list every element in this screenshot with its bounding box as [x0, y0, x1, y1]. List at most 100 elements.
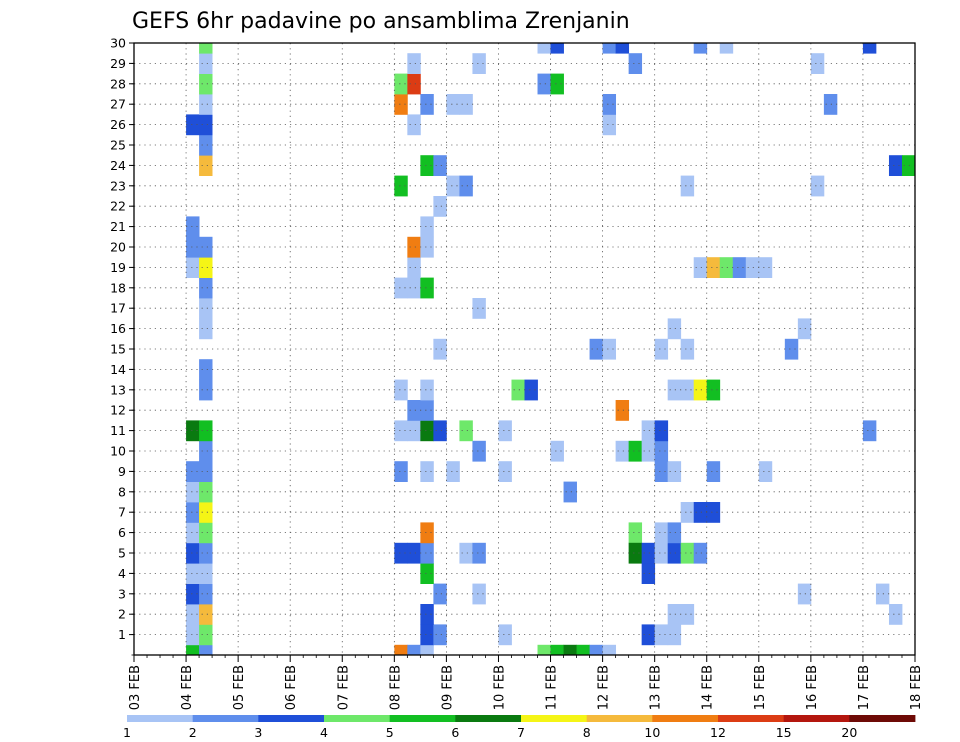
- heatmap-cell: [667, 542, 682, 564]
- heatmap-cell: [680, 502, 695, 523]
- heatmap-cell: [667, 318, 682, 340]
- heatmap-cell: [420, 522, 434, 544]
- heatmap-cell: [693, 43, 708, 54]
- x-tick-label: 05 FEB: [232, 665, 247, 710]
- heatmap-cell: [615, 43, 630, 54]
- legend-swatch: [324, 715, 391, 722]
- heatmap-cell: [420, 216, 434, 238]
- heatmap-cell: [433, 420, 447, 442]
- heatmap-cell: [394, 461, 408, 482]
- heatmap-cell: [641, 420, 656, 442]
- heatmap-cell: [407, 542, 421, 564]
- heatmap-cell: [407, 114, 421, 136]
- heatmap-cell: [537, 43, 551, 54]
- heatmap-cell: [420, 542, 434, 564]
- legend-label: 7: [517, 725, 525, 740]
- y-tick-label: 10: [110, 444, 126, 459]
- heatmap-cell: [199, 359, 213, 380]
- legend-label: 10: [644, 725, 660, 740]
- legend-swatch: [389, 715, 456, 722]
- heatmap-cell: [654, 522, 669, 544]
- x-tick-label: 16 FEB: [805, 665, 820, 710]
- heatmap-cell: [407, 644, 421, 656]
- heatmap-cell: [407, 73, 421, 95]
- color-legend: 1 2 3 4 5 6 7 8 10 12 15 20: [123, 715, 916, 740]
- y-axis: 1234567891011121314151617181920212223242…: [110, 36, 134, 656]
- heatmap-cell: [407, 400, 421, 421]
- heatmap-cell: [667, 624, 682, 646]
- heatmap-cell: [589, 644, 603, 656]
- y-tick-label: 21: [110, 219, 126, 234]
- heatmap-cell: [641, 440, 656, 462]
- legend-label: 15: [776, 725, 792, 740]
- x-tick-label: 18 FEB: [909, 665, 924, 710]
- heatmap-cell: [199, 481, 213, 503]
- heatmap-cell: [394, 73, 408, 95]
- heatmap-cell: [199, 420, 213, 442]
- y-tick-label: 4: [118, 566, 126, 581]
- heatmap-cell: [394, 644, 408, 656]
- y-tick-label: 23: [110, 178, 126, 193]
- heatmap-cell: [199, 379, 213, 401]
- heatmap-cell: [199, 236, 213, 258]
- heatmap-cell: [472, 440, 486, 462]
- heatmap-cell: [459, 175, 473, 197]
- heatmap-cell: [745, 257, 760, 278]
- heatmap-cell: [199, 134, 213, 156]
- heatmap-cell: [706, 257, 721, 278]
- y-tick-label: 27: [110, 97, 126, 112]
- heatmap-cell: [784, 338, 799, 360]
- x-tick-label: 14 FEB: [701, 665, 716, 710]
- heatmap-cell: [459, 542, 473, 564]
- heatmap-cell: [654, 461, 669, 482]
- x-tick-label: 09 FEB: [440, 665, 455, 710]
- y-tick-label: 6: [118, 525, 126, 540]
- legend-swatch: [849, 715, 916, 722]
- heatmap-cell: [459, 94, 473, 115]
- heatmap-cell: [407, 257, 421, 278]
- heatmap-cell: [667, 379, 682, 401]
- heatmap-cell: [628, 440, 643, 462]
- heatmap-cell: [186, 542, 200, 564]
- heatmap-cell: [420, 400, 434, 421]
- heatmap-cell: [186, 502, 200, 523]
- heatmap-cell: [654, 542, 669, 564]
- heatmap-cell: [719, 257, 734, 278]
- legend-label: 5: [386, 725, 394, 740]
- heatmap-cell: [888, 604, 903, 625]
- heatmap-cell: [706, 461, 721, 482]
- heatmap-cell: [394, 94, 408, 115]
- x-tick-label: 17 FEB: [857, 665, 872, 710]
- heatmap-cell: [420, 277, 434, 299]
- legend-label: 3: [254, 725, 262, 740]
- legend-label: 8: [583, 725, 591, 740]
- heatmap-cell: [433, 583, 447, 605]
- heatmap-cell: [602, 94, 617, 115]
- y-tick-label: 11: [110, 423, 126, 438]
- y-tick-label: 3: [118, 586, 126, 601]
- heatmap-cell: [498, 624, 512, 646]
- heatmap-cell: [680, 604, 695, 625]
- heatmap-cell: [199, 502, 213, 523]
- heatmap-cell: [524, 379, 538, 401]
- legend-swatch: [127, 715, 194, 722]
- heatmap-cell: [199, 318, 213, 340]
- y-tick-label: 25: [110, 138, 126, 153]
- y-tick-label: 24: [110, 158, 126, 173]
- x-tick-label: 12 FEB: [597, 665, 612, 710]
- heatmap-cell: [407, 53, 421, 74]
- heatmap-cell: [576, 644, 590, 656]
- y-tick-label: 26: [110, 117, 126, 132]
- y-tick-label: 18: [110, 280, 126, 295]
- heatmap-cell: [862, 420, 877, 442]
- heatmap-cell: [615, 440, 630, 462]
- legend-swatch: [718, 715, 785, 722]
- y-tick-label: 19: [110, 260, 126, 275]
- heatmap-cell: [810, 175, 825, 197]
- heatmap-cell: [875, 583, 890, 605]
- legend-swatch: [586, 715, 653, 722]
- heatmap-cell: [420, 461, 434, 482]
- heatmap-cell: [394, 277, 408, 299]
- heatmap-cell: [459, 420, 473, 442]
